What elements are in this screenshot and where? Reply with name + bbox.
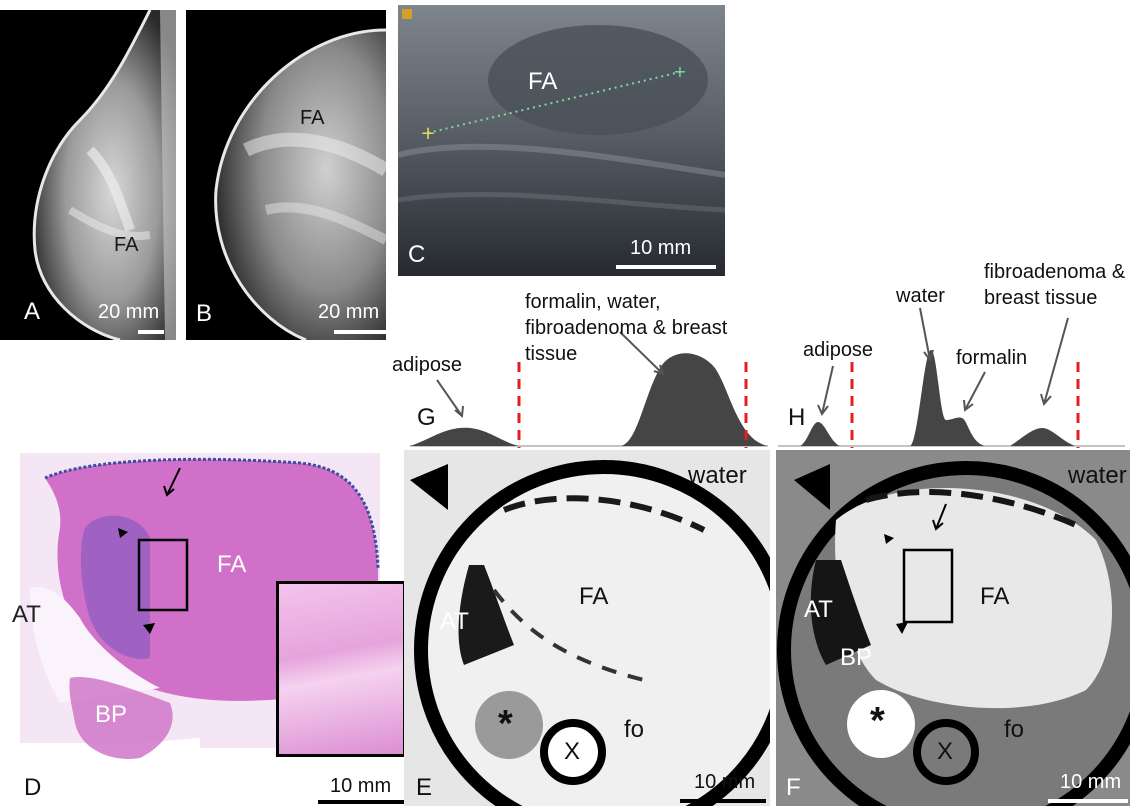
histogram-h-curve <box>778 350 1125 446</box>
panel-e-scale-bar <box>680 799 766 803</box>
panel-a-mammogram: FA A 20 mm <box>0 10 176 340</box>
panel-f-fa-label: FA <box>980 583 1010 610</box>
panel-b-mammogram: FA B 20 mm <box>186 10 386 340</box>
histology-roi-box <box>137 538 189 612</box>
panel-c-scale-label: 10 mm <box>630 237 692 259</box>
panel-f-fo-label: fo <box>1004 716 1025 743</box>
panel-a-scale-label: 20 mm <box>98 301 160 323</box>
panel-b-letter: B <box>196 300 213 327</box>
panel-f-at-label: AT <box>804 596 833 623</box>
panel-b-scale-label: 20 mm <box>318 301 380 323</box>
panel-f-star-label: * <box>870 700 885 742</box>
panel-f-x-label: X <box>937 738 954 765</box>
panel-d-fa-label: FA <box>217 551 247 578</box>
panel-d-letter: D <box>24 774 42 801</box>
panel-h-water-label: water <box>896 285 945 307</box>
panel-e-at-label: AT <box>440 608 469 635</box>
mammogram-a-image <box>32 10 176 340</box>
panel-c-ultrasound: + + FA C 10 mm <box>398 5 725 276</box>
histogram-g-curve <box>410 353 768 446</box>
panel-e-water-label: water <box>688 462 747 489</box>
panel-h-fb-label-line1: fibroadenoma & <box>984 261 1126 283</box>
ct-f-image <box>777 461 1130 806</box>
panel-f-ct: water FA AT BP * X fo F 10 mm <box>776 450 1130 806</box>
histology-inset <box>276 581 406 757</box>
panel-c-letter: C <box>408 241 426 268</box>
ct-f-vial-x <box>913 719 979 785</box>
panel-h-fb-label-line2: breast tissue <box>984 287 1098 309</box>
panel-d-histology: FA AT BP D 10 mm <box>0 448 410 806</box>
panel-h-letter: H <box>788 404 806 431</box>
ct-e-image <box>410 460 770 806</box>
panel-d-scale-bar <box>318 800 408 804</box>
panel-c-scale-bar <box>616 265 716 269</box>
panel-f-letter: F <box>786 774 801 801</box>
panel-h-formalin-label: formalin <box>956 347 1028 369</box>
panel-f-bp-label: BP <box>840 644 873 671</box>
panel-e-x-label: X <box>564 738 581 765</box>
panel-g-mix-label-line2: fibroadenoma & breast <box>525 317 728 339</box>
panel-e-star-label: * <box>498 703 513 745</box>
panel-h-adipose-label: adipose <box>803 339 874 361</box>
panel-e-ct: water FA AT * X fo E 10 mm <box>404 450 770 806</box>
panel-a-letter: A <box>24 298 41 325</box>
panel-f-water-label: water <box>1068 462 1127 489</box>
panel-b-fa-label: FA <box>300 107 325 129</box>
histogram-g <box>410 331 768 448</box>
ct-e-vial-star <box>475 691 543 759</box>
panel-g-letter: G <box>417 404 436 431</box>
ultrasound-image: + + <box>398 5 725 276</box>
panel-f-scale-bar <box>1048 799 1128 803</box>
svg-text:+: + <box>673 62 686 81</box>
panel-f-scale-label: 10 mm <box>1060 771 1122 793</box>
ct-f-roi-box <box>902 548 954 624</box>
ct-e-vial-x <box>540 719 606 785</box>
histogram-h <box>778 307 1125 448</box>
svg-text:+: + <box>420 123 435 144</box>
panel-d-bp-label: BP <box>95 701 128 728</box>
panel-d-scale-label: 10 mm <box>330 775 392 797</box>
panel-e-scale-label: 10 mm <box>694 771 756 793</box>
panel-g-adipose-label: adipose <box>392 354 463 376</box>
ct-f-vial-star <box>847 690 915 758</box>
panel-d-at-label: AT <box>12 601 41 628</box>
panel-b-scale-bar <box>334 330 386 334</box>
mammogram-b-image <box>214 28 386 340</box>
panel-a-fa-label: FA <box>114 234 139 256</box>
panel-e-letter: E <box>416 774 433 801</box>
panel-a-scale-bar <box>138 330 164 334</box>
panel-g-mix-label-line1: formalin, water, <box>525 291 661 313</box>
panel-e-fo-label: fo <box>624 716 645 743</box>
panel-g-mix-label-line3: tissue <box>525 343 578 365</box>
panel-e-fa-label: FA <box>579 583 609 610</box>
panel-c-fa-label: FA <box>528 68 558 95</box>
